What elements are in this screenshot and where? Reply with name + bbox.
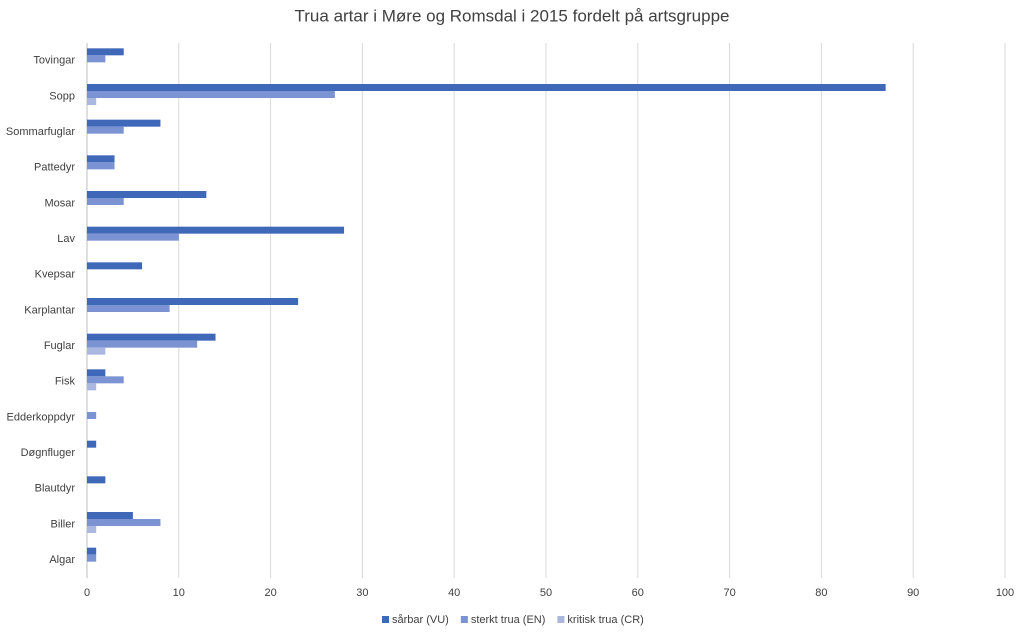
- bar: [87, 412, 97, 419]
- x-tick-label: 0: [84, 587, 90, 599]
- bar: [87, 554, 97, 562]
- x-tick-label: 10: [173, 587, 185, 599]
- legend-label: kritisk trua (CR): [567, 614, 643, 626]
- x-tick-label: 20: [264, 587, 276, 599]
- y-tick-label: Kvepsar: [35, 269, 76, 281]
- x-tick-label: 80: [815, 587, 827, 599]
- y-tick-label: Fuglar: [44, 340, 76, 352]
- y-tick-label: Edderkoppdyr: [7, 411, 76, 423]
- bar: [87, 347, 106, 355]
- bar: [87, 298, 299, 305]
- y-tick-label: Blautdyr: [35, 483, 76, 495]
- bar: [87, 198, 124, 205]
- x-tick-label: 60: [632, 587, 644, 599]
- x-tick-label: 100: [996, 587, 1014, 599]
- bar: [87, 376, 124, 384]
- bar: [87, 226, 345, 234]
- bar: [87, 333, 216, 341]
- legend-label: sterkt trua (EN): [471, 614, 546, 626]
- bar: [87, 383, 97, 391]
- chart-title: Trua artar i Møre og Romsdal i 2015 ford…: [295, 6, 730, 25]
- bar: [87, 191, 207, 198]
- y-tick-label: Sopp: [49, 90, 75, 102]
- bar: [87, 162, 115, 170]
- legend-swatch: [557, 616, 565, 623]
- y-tick-label: Pattedyr: [34, 162, 75, 174]
- bar: [87, 98, 97, 105]
- x-tick-label: 40: [448, 587, 460, 599]
- bar: [87, 340, 198, 348]
- x-tick-label: 70: [723, 587, 735, 599]
- bar: [87, 55, 106, 63]
- x-tick-label: 90: [907, 587, 919, 599]
- bar: [87, 155, 115, 163]
- bar: [87, 512, 133, 519]
- bar: [87, 262, 143, 270]
- bar: [87, 84, 886, 91]
- bar: [87, 91, 335, 98]
- y-tick-label: Tovingar: [33, 55, 75, 67]
- legend-swatch: [460, 616, 468, 623]
- y-tick-label: Algar: [49, 554, 75, 566]
- bar: [87, 48, 124, 56]
- y-tick-label: Sommarfuglar: [6, 126, 75, 138]
- bar: [87, 526, 97, 533]
- y-tick-label: Biller: [51, 518, 76, 530]
- y-tick-label: Karplantar: [24, 304, 75, 316]
- bar: [87, 233, 179, 241]
- bar: [87, 126, 124, 134]
- y-tick-label: Mosar: [44, 197, 75, 209]
- x-tick-label: 50: [540, 587, 552, 599]
- y-tick-label: Lav: [57, 233, 75, 245]
- bar: [87, 305, 170, 312]
- y-tick-label: Døgnfluger: [21, 447, 76, 459]
- bar: [87, 440, 97, 448]
- bar: [87, 119, 161, 127]
- bar: [87, 369, 106, 377]
- bar: [87, 476, 106, 484]
- x-tick-label: 30: [356, 587, 368, 599]
- legend-swatch: [382, 616, 389, 623]
- y-tick-label: Fisk: [55, 376, 76, 388]
- bar: [87, 547, 97, 555]
- bar: [87, 519, 161, 526]
- legend-label: sårbar (VU): [392, 614, 449, 626]
